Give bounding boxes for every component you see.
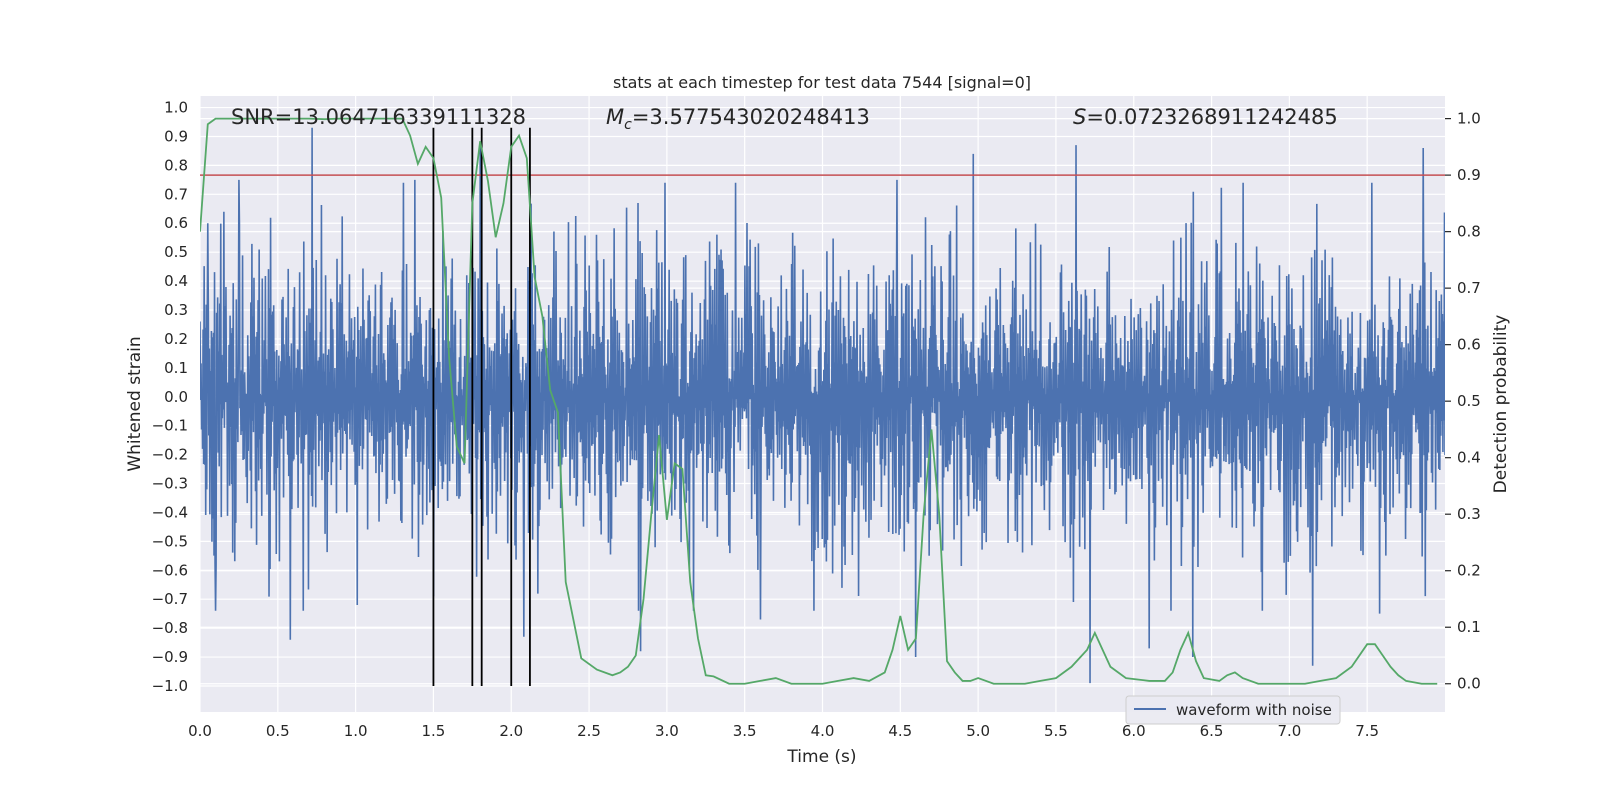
x-tick-label: 7.5 — [1355, 722, 1379, 740]
y2-axis-ticks: 1.0 0.9 0.8 0.7 0.6 0.5 0.4 0.3 0.2 0.1 0.0 — [1445, 110, 1481, 693]
x-tick-label: 0.5 — [266, 722, 290, 740]
s-annotation: S=0.0723268911242485 — [1073, 105, 1338, 129]
x-tick-label: 5.5 — [1044, 722, 1068, 740]
chart-title: stats at each timestep for test data 754… — [613, 73, 1031, 92]
chirp-mass-subscript: c — [624, 117, 632, 133]
y-tick-label: 0.5 — [164, 243, 188, 261]
y2-tick-label: 0.6 — [1457, 336, 1481, 354]
x-tick-label: 6.0 — [1122, 722, 1146, 740]
s-symbol: S — [1073, 105, 1086, 129]
y-tick-label: −0.2 — [152, 446, 188, 464]
y2-axis-label: Detection probability — [1491, 315, 1511, 494]
y2-tick-label: 0.0 — [1457, 675, 1481, 693]
y-tick-label: −0.9 — [152, 648, 188, 666]
y-tick-label: 0.7 — [164, 185, 188, 203]
y-tick-label: 0.4 — [164, 272, 188, 290]
y-tick-label: −0.3 — [152, 475, 188, 493]
y2-tick-label: 0.1 — [1457, 618, 1481, 636]
x-axis-label: Time (s) — [786, 747, 856, 767]
chirp-mass-annotation: Mc=3.577543020248413 — [606, 105, 870, 133]
y2-tick-label: 0.8 — [1457, 223, 1481, 241]
x-tick-label: 3.5 — [733, 722, 757, 740]
x-tick-label: 4.0 — [811, 722, 835, 740]
y2-tick-label: 0.5 — [1457, 392, 1481, 410]
legend-box — [1125, 695, 1341, 725]
x-tick-label: 5.0 — [966, 722, 990, 740]
y-tick-label: 0.6 — [164, 214, 188, 232]
y-axis-label: Whitened strain — [125, 336, 145, 471]
y-tick-label: −0.8 — [152, 619, 188, 637]
y2-tick-label: 0.4 — [1457, 449, 1481, 467]
y-tick-label: −0.7 — [152, 590, 188, 608]
y-tick-label: 0.1 — [164, 359, 188, 377]
s-value: =0.0723268911242485 — [1086, 105, 1337, 129]
y-tick-label: −0.6 — [152, 561, 188, 579]
x-tick-label: 0.0 — [188, 722, 212, 740]
x-tick-label: 7.0 — [1277, 722, 1301, 740]
y-tick-label: −0.5 — [152, 532, 188, 550]
x-tick-label: 2.0 — [499, 722, 523, 740]
x-tick-label: 2.5 — [577, 722, 601, 740]
x-tick-label: 4.5 — [888, 722, 912, 740]
y2-tick-label: 0.9 — [1457, 166, 1481, 184]
vertical-markers — [432, 127, 531, 686]
legend-entry-waveform: waveform with noise — [1176, 701, 1332, 719]
y2-tick-label: 0.2 — [1457, 562, 1481, 580]
y-tick-label: 0.0 — [164, 388, 188, 406]
y2-tick-label: 1.0 — [1457, 110, 1481, 128]
y-tick-label: 0.2 — [164, 330, 188, 348]
y-tick-label: −0.1 — [152, 417, 188, 435]
chirp-mass-symbol: M — [606, 105, 624, 129]
x-axis-ticks: 0.0 0.5 1.0 1.5 2.0 2.5 3.0 3.5 4.0 4.5 5.0 5.5 6.0 6… — [188, 722, 1379, 740]
y-tick-label: 0.8 — [164, 156, 188, 174]
waveform-series-line — [200, 127, 1445, 684]
y-tick-label: 0.3 — [164, 301, 188, 319]
x-tick-label: 1.5 — [422, 722, 446, 740]
snr-annotation: SNR=13.064716339111328 — [231, 105, 526, 129]
legend: waveform with noise — [1125, 695, 1341, 725]
y2-tick-label: 0.7 — [1457, 279, 1481, 297]
y-tick-label: −0.4 — [152, 503, 188, 521]
chirp-mass-value: =3.577543020248413 — [632, 105, 870, 129]
x-tick-label: 1.0 — [344, 722, 368, 740]
y-axis-ticks: 1.0 0.9 0.8 0.7 0.6 0.5 0.4 0.3 0.2 0.1 0.0 −0.1 −0.… — [152, 99, 188, 695]
y-tick-label: 1.0 — [164, 99, 188, 117]
y-tick-label: 0.9 — [164, 127, 188, 145]
y2-tick-label: 0.3 — [1457, 505, 1481, 523]
x-tick-label: 6.5 — [1200, 722, 1224, 740]
probability-series-line — [200, 117, 1438, 685]
x-tick-label: 3.0 — [655, 722, 679, 740]
y-tick-label: −1.0 — [152, 677, 188, 695]
